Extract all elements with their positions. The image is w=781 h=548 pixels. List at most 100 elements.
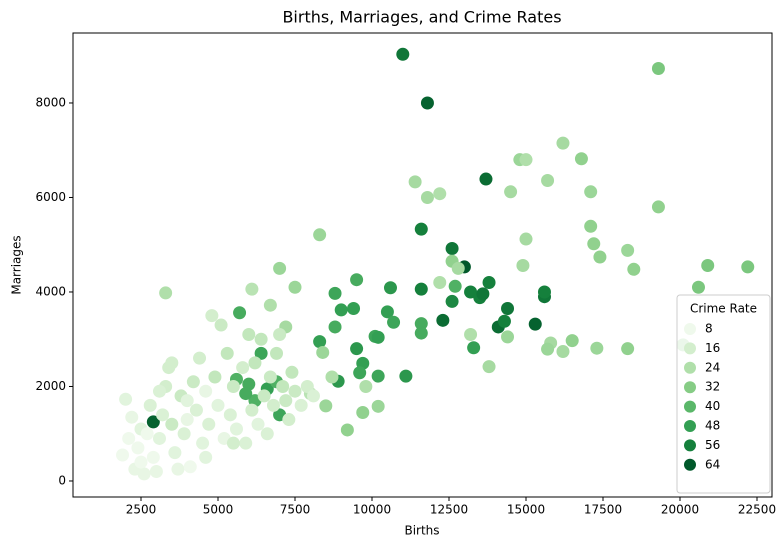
point (371, 330, 385, 344)
x-tick-label: 10000 (353, 503, 391, 517)
point (257, 389, 271, 403)
point (313, 335, 327, 349)
point (497, 314, 511, 328)
point (741, 260, 755, 274)
point (325, 370, 339, 384)
point (482, 360, 496, 374)
point (651, 61, 665, 75)
point (254, 332, 268, 346)
point (273, 328, 287, 342)
point (239, 387, 253, 401)
point (420, 96, 434, 110)
point (193, 351, 207, 365)
point (651, 200, 665, 214)
point (245, 403, 259, 417)
point (504, 185, 518, 199)
point (590, 341, 604, 355)
x-tick-label: 17500 (584, 503, 622, 517)
point (146, 450, 160, 464)
point (306, 389, 320, 403)
point (199, 450, 213, 464)
point (319, 399, 333, 413)
point (328, 286, 342, 300)
legend-marker (684, 420, 696, 432)
x-tick-label: 20000 (661, 503, 699, 517)
point (556, 136, 570, 150)
point (263, 370, 277, 384)
point (414, 282, 428, 296)
point (387, 315, 401, 329)
point (233, 306, 247, 320)
point (408, 175, 422, 189)
x-tick-label: 12500 (430, 503, 468, 517)
point (263, 298, 277, 312)
point (183, 460, 197, 474)
point (380, 305, 394, 319)
legend-label: 40 (705, 399, 720, 413)
point (211, 398, 225, 412)
point (282, 413, 296, 427)
point (467, 341, 481, 355)
point (541, 342, 555, 356)
point (208, 370, 222, 384)
chart-title: Births, Marriages, and Crime Rates (282, 8, 561, 27)
point (593, 250, 607, 264)
point (482, 276, 496, 290)
point (451, 261, 465, 275)
point (248, 356, 262, 370)
point (134, 455, 148, 469)
point (433, 187, 447, 201)
point (294, 398, 308, 412)
point (199, 384, 213, 398)
point (156, 408, 170, 422)
point (270, 346, 284, 360)
point (149, 465, 163, 479)
point (214, 318, 228, 332)
legend-marker (684, 342, 696, 355)
point (279, 394, 293, 408)
legend-label: 8 (705, 322, 713, 336)
point (584, 219, 598, 233)
point (420, 190, 434, 204)
point (226, 379, 240, 393)
legend-title: Crime Rate (690, 302, 757, 316)
point (556, 345, 570, 359)
legend-marker (684, 381, 696, 394)
point (396, 47, 410, 61)
point (356, 405, 370, 419)
point (359, 379, 373, 393)
point (621, 342, 635, 356)
y-axis-label: Marriages (10, 235, 24, 294)
point (220, 346, 234, 360)
point (627, 262, 641, 276)
point (584, 185, 598, 199)
point (328, 320, 342, 334)
point (273, 261, 287, 275)
point (239, 436, 253, 450)
point (519, 232, 533, 246)
y-tick-label: 8000 (35, 95, 66, 109)
point (334, 303, 348, 317)
point (414, 317, 428, 331)
point (501, 302, 515, 316)
point (189, 403, 203, 417)
point (205, 309, 219, 323)
point (226, 436, 240, 450)
point (316, 345, 330, 359)
point (152, 431, 166, 445)
point (143, 398, 157, 412)
legend-marker (684, 323, 696, 335)
y-tick-label: 2000 (35, 379, 66, 393)
legend-label: 32 (705, 380, 720, 394)
point (159, 286, 173, 300)
point (125, 410, 139, 424)
point (288, 280, 302, 294)
point (186, 375, 200, 389)
point (168, 446, 182, 460)
point (383, 281, 397, 295)
point (196, 436, 210, 450)
legend-box (676, 294, 771, 494)
legend-label: 56 (705, 438, 720, 452)
point (414, 222, 428, 236)
